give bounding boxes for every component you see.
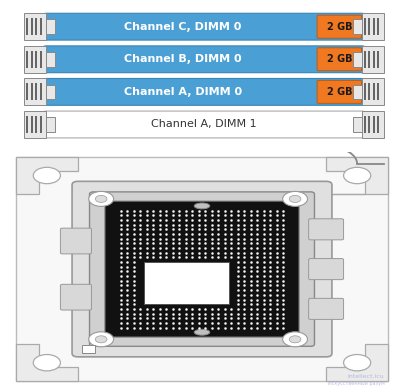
Bar [26,83,28,101]
Polygon shape [16,157,78,194]
Bar [31,83,33,101]
Polygon shape [16,344,78,381]
Text: Искусственный разум: Искусственный разум [328,381,384,386]
Polygon shape [326,344,388,381]
FancyBboxPatch shape [43,46,365,73]
Bar [368,116,370,133]
Bar [82,345,95,353]
Bar [353,85,362,99]
Bar [31,18,33,35]
Text: Channel A, DIMM 1: Channel A, DIMM 1 [151,119,257,129]
Bar [362,78,384,105]
Text: 2 GB: 2 GB [326,22,352,32]
Bar [31,116,33,133]
Bar [377,116,379,133]
Bar [35,51,37,68]
Circle shape [95,336,107,343]
FancyBboxPatch shape [309,259,343,280]
Bar [372,51,375,68]
Bar [24,78,46,105]
Ellipse shape [194,329,210,335]
Polygon shape [326,157,388,194]
FancyBboxPatch shape [61,284,91,310]
FancyBboxPatch shape [90,192,314,346]
FancyBboxPatch shape [43,13,365,40]
Bar [40,116,42,133]
Bar [364,83,366,101]
Bar [362,13,384,40]
Bar [40,51,42,68]
Bar [46,85,55,99]
Bar [31,51,33,68]
Text: Channel A, DIMM 0: Channel A, DIMM 0 [124,87,242,97]
Text: Channel C, DIMM 0: Channel C, DIMM 0 [124,22,242,32]
Circle shape [283,332,307,347]
Bar [35,83,37,101]
Bar [377,18,379,35]
Bar [368,18,370,35]
Bar [35,18,37,35]
Bar [24,13,46,40]
Bar [362,46,384,73]
Bar [377,83,379,101]
FancyBboxPatch shape [61,228,91,254]
FancyBboxPatch shape [309,298,343,319]
Text: 2 GB: 2 GB [326,87,352,97]
Circle shape [343,355,371,371]
Bar [377,51,379,68]
Bar [364,51,366,68]
FancyBboxPatch shape [317,48,362,71]
Bar [40,18,42,35]
Bar [46,52,55,67]
Circle shape [283,191,307,206]
Circle shape [289,336,301,343]
FancyBboxPatch shape [43,111,365,138]
Bar [26,51,28,68]
Bar [353,20,362,34]
Text: 2 GB: 2 GB [326,54,352,64]
Bar [353,52,362,67]
Ellipse shape [194,203,210,209]
FancyBboxPatch shape [72,181,332,357]
Bar [364,18,366,35]
Bar [362,111,384,138]
Bar [368,51,370,68]
Circle shape [33,355,61,371]
Bar [364,116,366,133]
Circle shape [33,167,61,184]
Bar [46,20,55,34]
Bar [35,116,37,133]
Bar [372,18,375,35]
FancyBboxPatch shape [309,219,343,240]
Bar [372,83,375,101]
Text: Channel B, DIMM 0: Channel B, DIMM 0 [124,54,242,64]
Circle shape [343,167,371,184]
Bar [372,116,375,133]
Bar [24,46,46,73]
Bar [144,262,229,304]
Bar [40,83,42,101]
Bar [46,117,55,132]
FancyBboxPatch shape [105,201,299,337]
Circle shape [289,195,301,202]
Circle shape [89,191,114,206]
Bar [26,116,28,133]
Bar [26,18,28,35]
Bar [353,117,362,132]
Circle shape [95,195,107,202]
Circle shape [89,332,114,347]
Text: intellect.icu: intellect.icu [347,374,384,379]
FancyBboxPatch shape [43,78,365,105]
FancyBboxPatch shape [317,80,362,103]
Bar [368,83,370,101]
Bar [24,111,46,138]
FancyBboxPatch shape [317,15,362,38]
